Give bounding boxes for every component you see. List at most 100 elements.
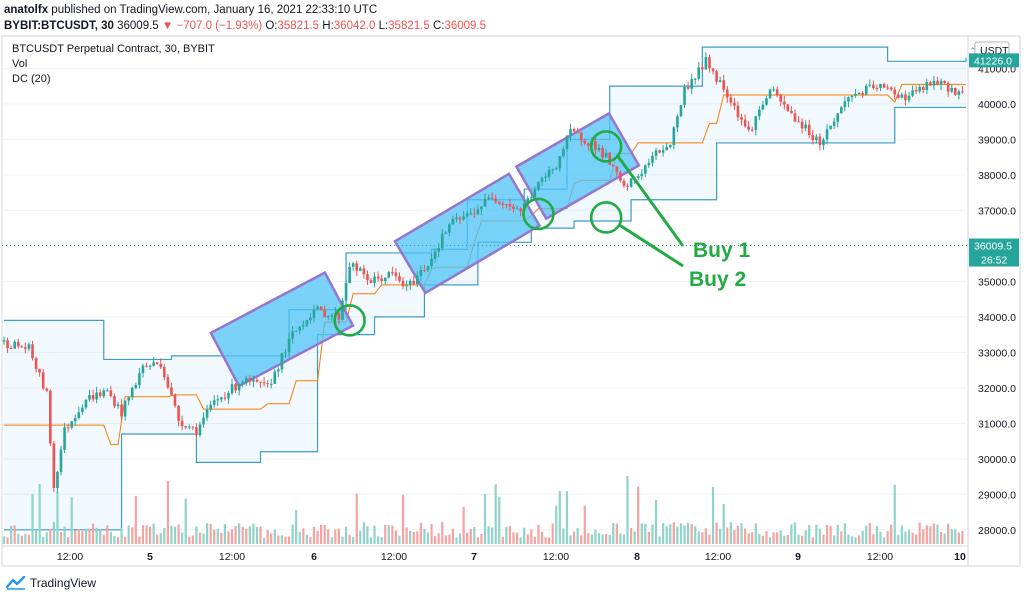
candle-body [266,383,269,385]
volume-bar [302,528,305,544]
candle-body [394,272,398,277]
candle-body [950,87,954,92]
volume-bar [34,529,38,544]
time-tick-label: 12:00 [867,551,893,563]
candle-body [455,217,458,220]
price-chart[interactable]: Buy 1 Buy 2 28000.0 29000.0 30000.0 31000.0 3… [0,0,1024,570]
candle-body [366,274,369,281]
volume-bar [27,534,31,544]
legend-dc[interactable]: DC (20) [12,73,51,85]
candle-body [423,270,426,272]
volume-bar [49,528,52,544]
volume-bar [615,523,618,544]
volume-bar [341,536,344,544]
volume-bar [711,486,715,544]
buy2-label: Buy 2 [689,268,746,291]
chart-frame [1,35,1021,567]
candle-body [24,347,27,349]
price-axis[interactable]: 28000.0 29000.0 30000.0 31000.0 32000.0 33000… [969,41,1019,537]
volume-bar [266,529,269,544]
candle-body [530,197,533,199]
candle-body [857,93,861,95]
candle-body [918,86,921,92]
volume-bar [629,528,633,544]
candle-body [9,348,13,350]
candle-body [601,147,604,158]
candle-body [13,341,16,349]
volume-bar [262,537,266,544]
candle-body [27,344,31,349]
volume-bar [124,536,127,544]
volume-bar [587,533,590,544]
volume-bar [715,522,718,544]
volume-bar [120,527,123,544]
author-name[interactable]: anatolfx [4,4,49,16]
volume-bar [900,525,903,544]
chart-header: anatolfx published on TradingView.com, J… [4,2,1014,34]
candle-body [319,306,323,310]
volume-bar [138,536,141,544]
volume-bar [334,529,337,544]
volume-bar [391,525,394,544]
candle-body [291,331,294,339]
volume-bar [768,537,772,544]
candle-body [284,352,287,354]
volume-bar [448,534,451,544]
candle-body [465,213,469,217]
candle-body [259,381,262,383]
volume-bar [216,528,219,544]
candle-body [779,95,783,102]
volume-bar [248,526,251,544]
volume-bar [633,531,636,544]
candle-body [547,169,551,177]
price-tick-label: 32000.0 [978,383,1016,395]
candle-body [686,86,690,89]
candle-body [911,90,914,96]
candle-body [843,101,847,108]
candle-body [113,396,116,407]
candle-body [690,79,693,89]
legend-title[interactable]: BTCUSDT Perpetual Contract, 30, BYBIT [12,43,215,55]
close-label: C: [432,20,445,32]
volume-bar [850,536,854,544]
footer: TradingView [6,573,96,593]
candle-body [341,300,344,320]
candle-body [205,409,209,418]
volume-bar [690,524,693,544]
volume-bar [10,525,13,544]
candle-body [451,219,455,225]
volume-bar [925,525,928,544]
candle-body [309,317,312,321]
volume-bar [858,535,861,544]
candle-body [191,426,195,428]
candle-body [280,353,284,370]
volume-bar [701,532,704,544]
brand-label[interactable]: TradingView [30,576,97,590]
candle-body [323,309,326,318]
volume-bar [195,526,198,544]
legend-vol[interactable]: Vol [12,58,27,70]
candle-body [697,67,701,79]
volume-bar [801,535,804,544]
candle-body [597,147,601,150]
volume-bar [70,497,73,544]
candle-body [957,91,961,95]
volume-bar [6,537,9,544]
symbol-label[interactable]: BYBIT:BTCUSDT, 30 [4,20,114,32]
candle-body [230,384,234,394]
candle-body [298,326,302,331]
price-tick-label: 38000.0 [978,170,1016,182]
volume-bar [487,526,490,544]
volume-bar [241,526,244,544]
candle-body [554,168,558,170]
price-tick-label: 39000.0 [978,134,1016,146]
candle-body [88,394,91,400]
candle-body [416,275,419,285]
volume-bar [366,526,369,544]
volume-bar [580,535,583,544]
volume-bar [280,535,284,544]
time-axis[interactable]: 12:00 5 12:00 6 12:00 7 12:00 8 12:00 9 12:00 10 [2,545,968,563]
candle-body [123,400,127,417]
candle-body [444,232,448,234]
candle-body [839,107,843,114]
